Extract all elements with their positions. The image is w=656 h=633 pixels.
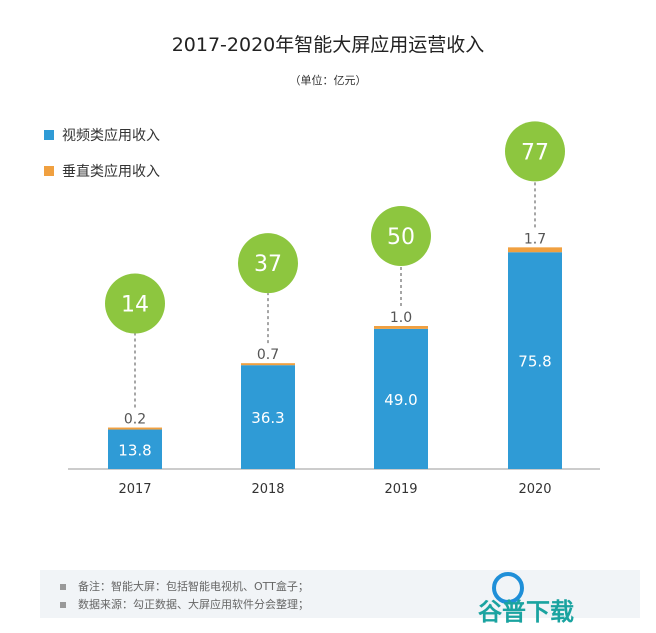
watermark-logo: 谷普下载: [468, 568, 638, 628]
legend-swatch: [44, 130, 54, 140]
bar-label-vertical: 1.0: [390, 310, 412, 326]
chart-title: 2017-2020年智能大屏应用运营收入: [171, 34, 485, 56]
bar-label-video: 75.8: [518, 353, 551, 371]
bar-video: [241, 365, 295, 469]
total-label: 50: [387, 225, 415, 250]
svg-text:谷普下载: 谷普下载: [478, 598, 574, 626]
chart-svg: 13.8 0.2 14 2017 36.3 0.7 37 2018 49.0 1.0 50 2019 7…: [68, 121, 600, 497]
bar-label-video: 36.3: [251, 409, 284, 427]
bar-vertical: [241, 363, 295, 366]
bar-label-vertical: 0.7: [257, 347, 279, 363]
total-bubble: [371, 206, 431, 266]
total-label: 14: [121, 293, 149, 318]
total-label: 37: [254, 252, 282, 277]
x-tick-label: 2017: [118, 482, 151, 497]
bar-label-video: 49.0: [384, 391, 417, 409]
legend-label: 视频类应用收入: [62, 128, 160, 144]
legend-label: 垂直类应用收入: [62, 164, 160, 180]
bar-vertical: [374, 326, 428, 329]
total-bubble: [238, 233, 298, 294]
total-bubble: [505, 121, 565, 182]
legend-item-video: 视频类应用收入: [44, 125, 160, 145]
chart-subtitle: （单位：亿元）: [289, 74, 367, 87]
notes-box: 备注：智能大屏：包括智能电视机、OTT盒子； 数据来源：勾正数据、大屏应用软件分…: [40, 570, 640, 618]
bar-video: [508, 252, 562, 469]
bar-label-vertical: 0.2: [124, 412, 146, 428]
bar-vertical: [508, 247, 562, 253]
note-2: 数据来源：勾正数据、大屏应用软件分会整理；: [60, 596, 309, 612]
bar-vertical: [108, 427, 162, 430]
bar-label-video: 13.8: [118, 441, 151, 459]
x-tick-label: 2018: [251, 482, 284, 497]
note-1: 备注：智能大屏：包括智能电视机、OTT盒子；: [60, 578, 309, 594]
x-tick-label: 2019: [384, 482, 417, 497]
legend-item-vertical: 垂直类应用收入: [44, 161, 160, 181]
total-bubble: [105, 273, 165, 334]
legend-swatch: [44, 166, 54, 176]
bar-video: [374, 328, 428, 469]
bar-label-vertical: 1.7: [524, 231, 546, 247]
total-label: 77: [521, 140, 549, 165]
x-tick-label: 2020: [518, 482, 551, 497]
bar-video: [108, 429, 162, 469]
